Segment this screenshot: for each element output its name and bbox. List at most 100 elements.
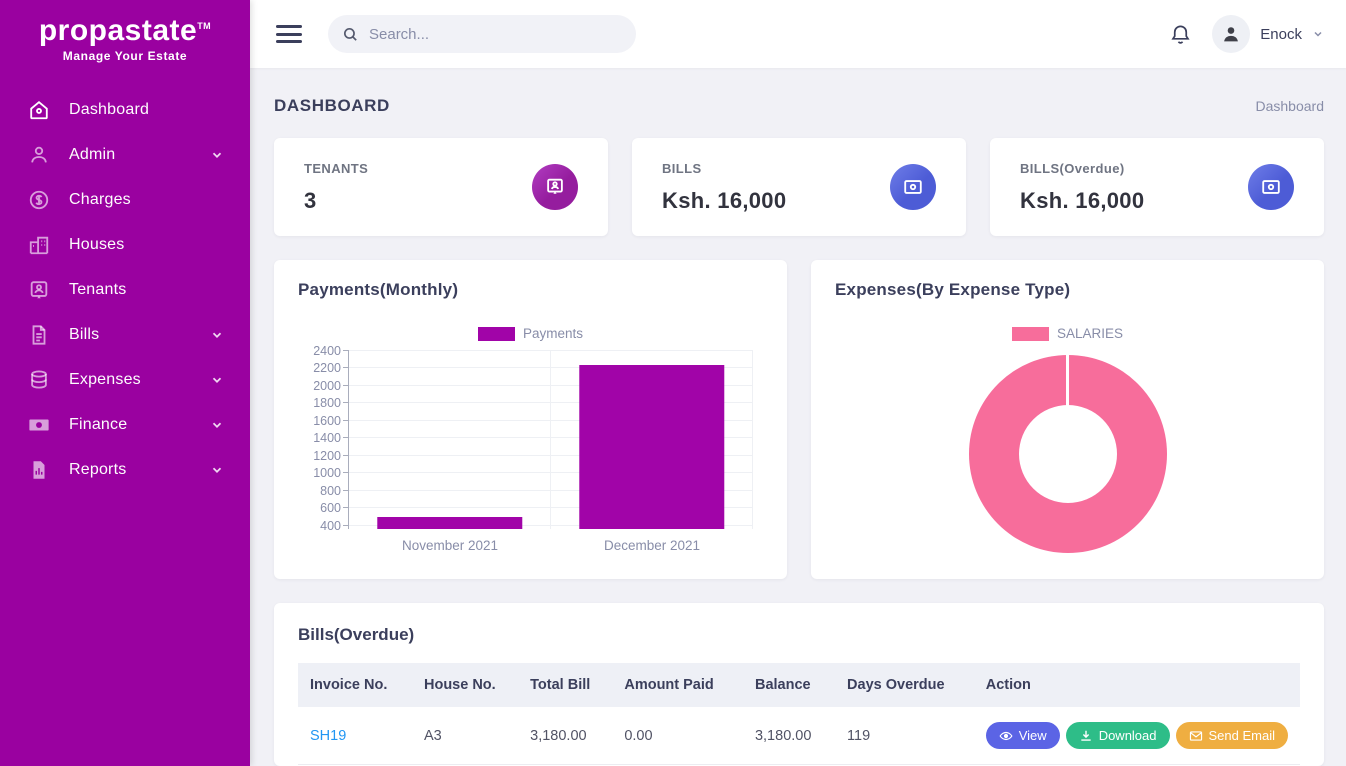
chevron-down-icon bbox=[210, 328, 224, 342]
search-input[interactable] bbox=[369, 25, 609, 43]
sidebar-item-finance[interactable]: Finance bbox=[0, 402, 250, 447]
menu-toggle-icon[interactable] bbox=[276, 21, 302, 48]
y-gridline bbox=[349, 507, 753, 509]
legend-swatch bbox=[477, 326, 515, 341]
trademark-symbol: TM bbox=[197, 21, 212, 31]
page-title: DASHBOARD bbox=[274, 96, 390, 115]
y-gridline bbox=[349, 384, 753, 386]
house-no-cell: A3 bbox=[411, 707, 519, 765]
stat-value: Ksh. 16,000 bbox=[1020, 187, 1145, 213]
chart-legend[interactable]: Payments bbox=[298, 326, 763, 341]
y-tick-mark bbox=[343, 489, 349, 491]
stat-label: BILLS bbox=[662, 160, 702, 176]
sidebar-item-label: Tenants bbox=[69, 280, 127, 298]
x-gridline bbox=[550, 351, 551, 529]
sidebar-item-reports[interactable]: Reports bbox=[0, 447, 250, 492]
download-button[interactable]: Download bbox=[1065, 722, 1170, 749]
chart-title: Payments(Monthly) bbox=[298, 280, 459, 299]
y-tick-label: 1600 bbox=[313, 413, 341, 428]
notifications-bell-icon[interactable] bbox=[1169, 23, 1192, 46]
sidebar-item-label: Bills bbox=[69, 325, 100, 343]
table-title: Bills(Overdue) bbox=[298, 625, 415, 644]
database-icon bbox=[28, 369, 50, 391]
user-card-icon bbox=[28, 279, 50, 301]
sidebar-item-charges[interactable]: Charges bbox=[0, 177, 250, 222]
sidebar-item-houses[interactable]: Houses bbox=[0, 222, 250, 267]
sidebar-item-expenses[interactable]: Expenses bbox=[0, 357, 250, 402]
dollar-circle-icon bbox=[28, 189, 50, 211]
chevron-down-icon bbox=[1312, 28, 1324, 40]
sidebar-item-label: Finance bbox=[69, 415, 128, 433]
file-icon bbox=[28, 324, 50, 346]
sidebar-item-dashboard[interactable]: Dashboard bbox=[0, 87, 250, 132]
chevron-down-icon bbox=[210, 418, 224, 432]
download-icon bbox=[1081, 730, 1091, 741]
chevron-down-icon bbox=[210, 373, 224, 387]
user-menu[interactable]: Enock bbox=[1212, 15, 1324, 53]
y-tick-label: 2400 bbox=[313, 344, 341, 358]
y-tick-mark bbox=[343, 402, 349, 404]
sidebar-item-label: Expenses bbox=[69, 370, 141, 388]
tenant-badge-icon bbox=[532, 164, 578, 210]
user-icon bbox=[28, 144, 50, 166]
y-tick-label: 1200 bbox=[313, 448, 341, 463]
view-button[interactable]: View bbox=[985, 722, 1060, 749]
y-tick-label: 2000 bbox=[313, 378, 341, 393]
y-gridline bbox=[349, 367, 753, 369]
sidebar-item-admin[interactable]: Admin bbox=[0, 132, 250, 177]
y-tick-label: 2200 bbox=[313, 361, 341, 376]
logo-tagline: Manage Your Estate bbox=[62, 49, 188, 63]
money-bill-icon bbox=[890, 164, 936, 210]
y-tick-mark bbox=[343, 384, 349, 386]
y-gridline bbox=[349, 350, 753, 351]
col-action: Action bbox=[985, 677, 1031, 693]
y-gridline bbox=[349, 489, 753, 491]
sidebar-item-bills[interactable]: Bills bbox=[0, 312, 250, 357]
y-tick-label: 800 bbox=[320, 483, 341, 498]
sidebar-nav: Dashboard Admin Charges Houses bbox=[0, 87, 250, 492]
legend-label: Payments bbox=[522, 326, 584, 341]
charts-row: Payments(Monthly) Payments 400 600 800 1000… bbox=[274, 260, 1324, 579]
chart-legend[interactable]: SALARIES bbox=[835, 326, 1300, 341]
amount-paid-cell: 0.00 bbox=[612, 707, 743, 765]
app-logo[interactable]: propastateTM Manage Your Estate bbox=[0, 0, 250, 73]
stat-card-tenants: TENANTS 3 bbox=[274, 138, 608, 236]
sidebar-item-tenants[interactable]: Tenants bbox=[0, 267, 250, 312]
y-tick-mark bbox=[343, 367, 349, 369]
y-tick-label: 600 bbox=[320, 501, 341, 516]
table-row: SH19 A3 3,180.00 0.00 3,180.00 119 View bbox=[298, 707, 1300, 765]
col-amount-paid: Amount Paid bbox=[624, 677, 714, 693]
username: Enock bbox=[1260, 25, 1302, 43]
chevron-down-icon bbox=[210, 463, 224, 477]
search-box[interactable] bbox=[328, 15, 636, 53]
sidebar-item-label: Dashboard bbox=[69, 100, 150, 118]
payment-bar bbox=[377, 516, 523, 529]
payments-bar-chart: 400 600 800 1000 1200 1400 1600 1800 2000 2200 240… bbox=[313, 344, 753, 553]
chart-title: Expenses(By Expense Type) bbox=[835, 280, 1071, 299]
payment-bar bbox=[579, 364, 725, 529]
legend-label: SALARIES bbox=[1056, 326, 1124, 341]
sidebar-item-label: Reports bbox=[69, 460, 127, 478]
search-icon bbox=[342, 26, 359, 43]
y-tick-label: 1800 bbox=[313, 396, 341, 411]
x-gridline bbox=[752, 351, 753, 529]
sidebar-item-label: Charges bbox=[69, 190, 131, 208]
payments-monthly-chart-card: Payments(Monthly) Payments 400 600 800 1000… bbox=[274, 260, 787, 579]
breadcrumb[interactable]: Dashboard bbox=[1255, 98, 1325, 114]
send-email-button[interactable]: Send Email bbox=[1175, 722, 1288, 749]
stat-value: Ksh. 16,000 bbox=[662, 187, 787, 213]
sidebar: propastateTM Manage Your Estate Dashboar… bbox=[0, 0, 250, 766]
invoice-link[interactable]: SH19 bbox=[310, 727, 347, 744]
col-balance: Balance bbox=[754, 677, 811, 693]
y-tick-mark bbox=[343, 454, 349, 456]
bills-overdue-table: Invoice No. House No. Total Bill Amount … bbox=[298, 663, 1300, 765]
expenses-by-type-chart-card: Expenses(By Expense Type) SALARIES bbox=[811, 260, 1324, 579]
money-bill-icon bbox=[1248, 164, 1294, 210]
chevron-down-icon bbox=[210, 148, 224, 162]
x-axis-label: November 2021 bbox=[401, 538, 499, 553]
col-house-no: House No. bbox=[423, 677, 496, 693]
balance-cell: 3,180.00 bbox=[742, 707, 836, 765]
y-gridline bbox=[349, 419, 753, 421]
report-icon bbox=[28, 459, 50, 481]
expenses-donut-chart bbox=[968, 355, 1167, 553]
